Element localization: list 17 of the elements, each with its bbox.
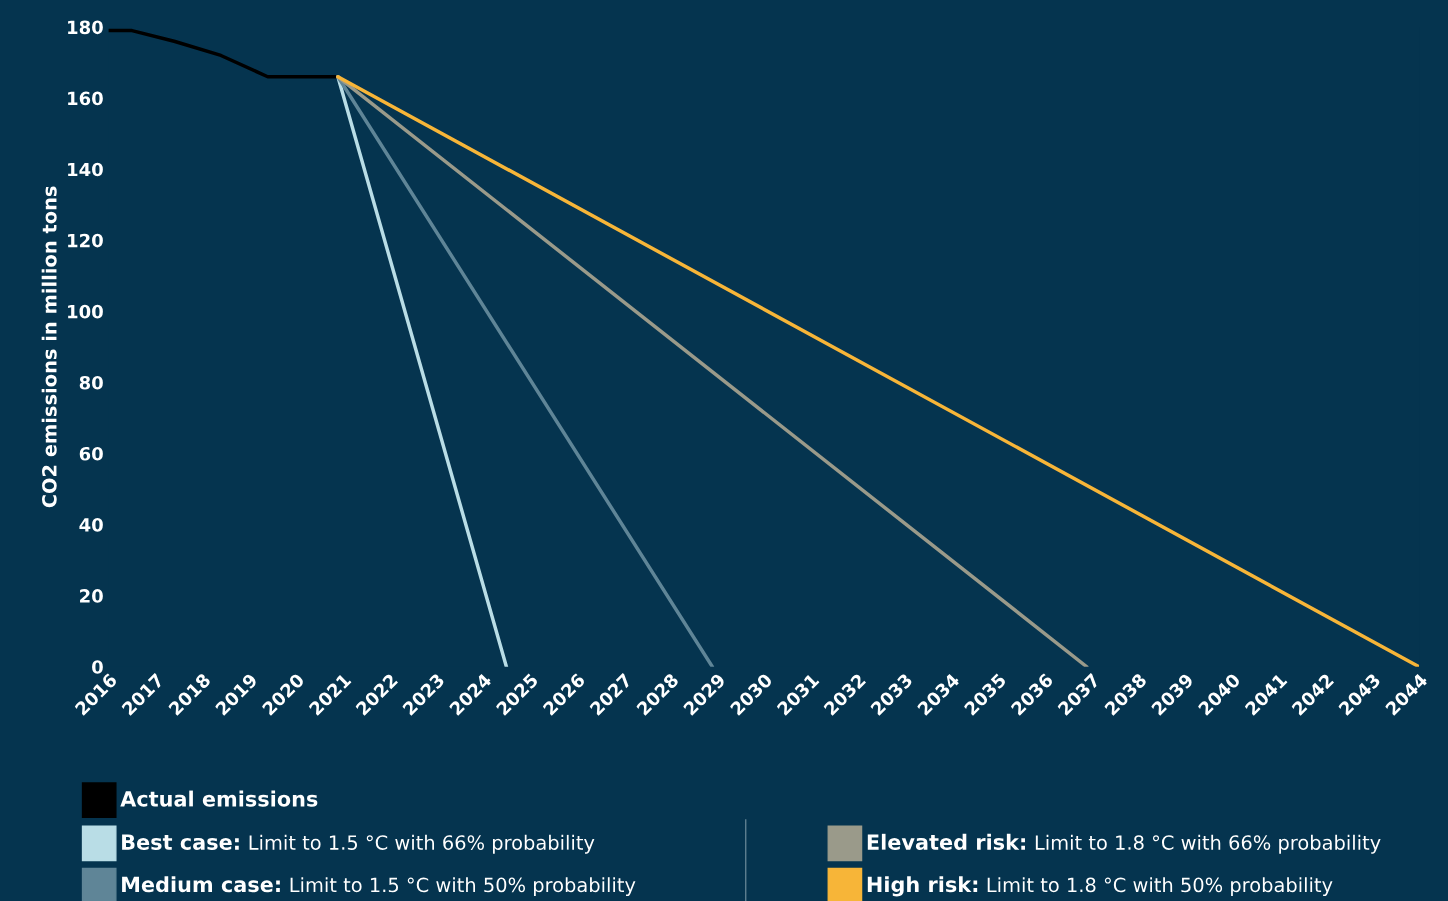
y-tick-label: 20 — [80, 589, 103, 603]
y-tick-label: 80 — [79, 375, 103, 390]
legend-label: High risk: Limit to 1.8 °C with 50% probability — [867, 876, 1333, 897]
y-tick-label: 0 — [92, 660, 103, 674]
y-tick-label: 100 — [68, 304, 103, 319]
legend-label: Actual emissions — [120, 790, 318, 807]
legend-label: Medium case: Limit to 1.5 °C with 50% probability — [122, 876, 636, 897]
y-tick-label: 40 — [79, 518, 103, 532]
y-tick-label: 140 — [68, 162, 103, 177]
y-tick-label: 160 — [68, 91, 103, 106]
legend-label: Elevated risk: Limit to 1.8 °C with 66% probability — [867, 833, 1381, 854]
line-series — [108, 28, 340, 79]
y-axis-title: CO2 emissions in million tons — [41, 186, 57, 508]
y-tick-label: 180 — [68, 20, 103, 35]
y-tick-label: 120 — [68, 233, 103, 248]
legend-label: Best case: Limit to 1.5 °C with 66% probability — [122, 834, 595, 854]
y-tick-label: 60 — [79, 446, 103, 461]
